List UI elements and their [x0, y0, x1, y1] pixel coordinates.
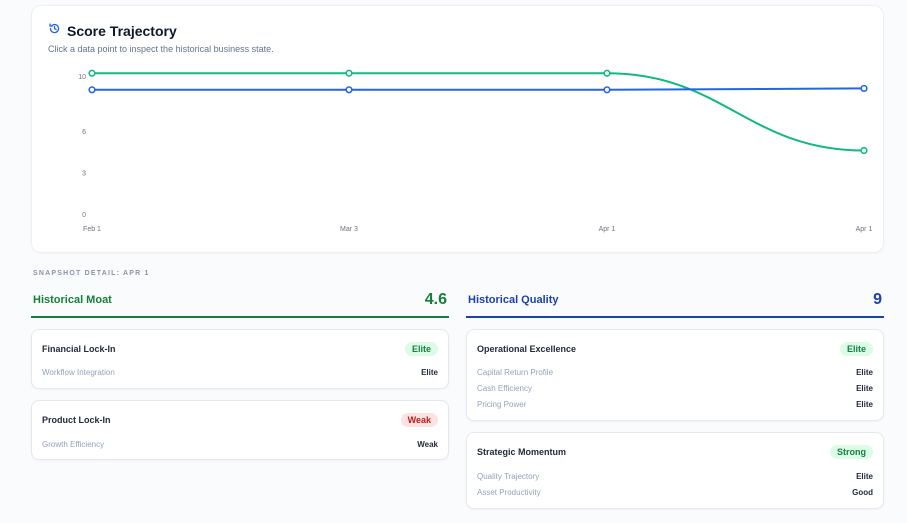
metric-label: Quality Trajectory — [477, 471, 540, 481]
metric-label: Capital Return Profile — [477, 367, 554, 377]
moat-title: Historical Moat — [33, 294, 112, 306]
card-title: Financial Lock-In — [42, 344, 116, 354]
snapshot-detail-label: SNAPSHOT DETAIL: APR 1 — [33, 270, 150, 277]
metric-row: Asset Productivity Good — [477, 486, 873, 498]
data-point[interactable] — [603, 86, 611, 94]
data-point[interactable] — [603, 69, 611, 77]
metric-row: Pricing Power Elite — [477, 398, 873, 410]
metric-label: Workflow Integration — [42, 367, 115, 377]
metric-row: Quality Trajectory Elite — [477, 470, 873, 482]
strategic-momentum-card[interactable]: Strategic Momentum Strong Quality Trajec… — [466, 432, 884, 509]
metric-row: Workflow Integration Elite — [42, 366, 438, 378]
x-tick-label: Feb 1 — [83, 226, 101, 233]
y-tick-label: 10 — [78, 74, 86, 81]
moat-score: 4.6 — [424, 291, 447, 308]
data-point[interactable] — [88, 69, 96, 77]
y-tick-label: 3 — [82, 171, 86, 178]
data-point[interactable] — [88, 86, 96, 94]
quality-score: 9 — [873, 291, 882, 308]
y-tick-label: 6 — [82, 129, 86, 136]
history-icon — [48, 22, 61, 40]
metric-label: Pricing Power — [477, 399, 527, 409]
moat-header: Historical Moat 4.6 — [33, 290, 447, 310]
status-badge: Weak — [400, 413, 438, 427]
chart-subtitle: Click a data point to inspect the histor… — [48, 44, 274, 54]
metric-label: Cash Efficiency — [477, 383, 532, 393]
financial-lock-in-card[interactable]: Financial Lock-In Elite Workflow Integra… — [31, 329, 449, 389]
metric-value: Elite — [856, 471, 873, 481]
status-badge: Elite — [404, 342, 438, 356]
metric-label: Growth Efficiency — [42, 439, 105, 449]
chart-title: Score Trajectory — [67, 23, 177, 39]
moat-divider — [31, 316, 449, 318]
metric-value: Good — [852, 487, 873, 497]
metric-value: Elite — [856, 367, 873, 377]
metric-row: Capital Return Profile Elite — [477, 366, 873, 378]
metric-value: Elite — [856, 399, 873, 409]
score-trajectory-card: 0 3 6 10 Feb 1 Mar 3 Apr 1 Apr 1 Score Trajecto… — [31, 5, 884, 253]
card-title: Strategic Momentum — [477, 447, 567, 457]
data-point[interactable] — [345, 69, 353, 77]
quality-header: Historical Quality 9 — [468, 290, 882, 310]
status-badge: Elite — [839, 342, 873, 356]
metric-value: Weak — [417, 439, 438, 449]
quality-title: Historical Quality — [468, 294, 559, 306]
series-line-0 — [91, 72, 865, 152]
score-trajectory-chart: 0 3 6 10 Feb 1 Mar 3 Apr 1 Apr 1 — [78, 69, 873, 233]
metric-row: Growth Efficiency Weak — [42, 438, 438, 450]
quality-divider — [466, 316, 884, 318]
card-title: Product Lock-In — [42, 415, 111, 425]
x-tick-label: Apr 1 — [856, 226, 873, 233]
operational-excellence-card[interactable]: Operational Excellence Elite Capital Ret… — [466, 329, 884, 421]
x-tick-label: Apr 1 — [599, 226, 616, 233]
status-badge: Strong — [830, 445, 873, 459]
series-line-1 — [92, 87, 865, 91]
product-lock-in-card[interactable]: Product Lock-In Weak Growth Efficiency W… — [31, 400, 449, 460]
data-point[interactable] — [860, 146, 868, 155]
chart-header: Score Trajectory — [48, 22, 177, 40]
y-tick-label: 0 — [82, 212, 86, 219]
metric-row: Cash Efficiency Elite — [477, 382, 873, 394]
metric-value: Elite — [856, 383, 873, 393]
metric-value: Elite — [421, 367, 438, 377]
data-point[interactable] — [345, 86, 353, 94]
card-title: Operational Excellence — [477, 344, 577, 354]
metric-label: Asset Productivity — [477, 487, 541, 497]
data-point[interactable] — [860, 84, 868, 93]
x-tick-label: Mar 3 — [340, 226, 358, 233]
